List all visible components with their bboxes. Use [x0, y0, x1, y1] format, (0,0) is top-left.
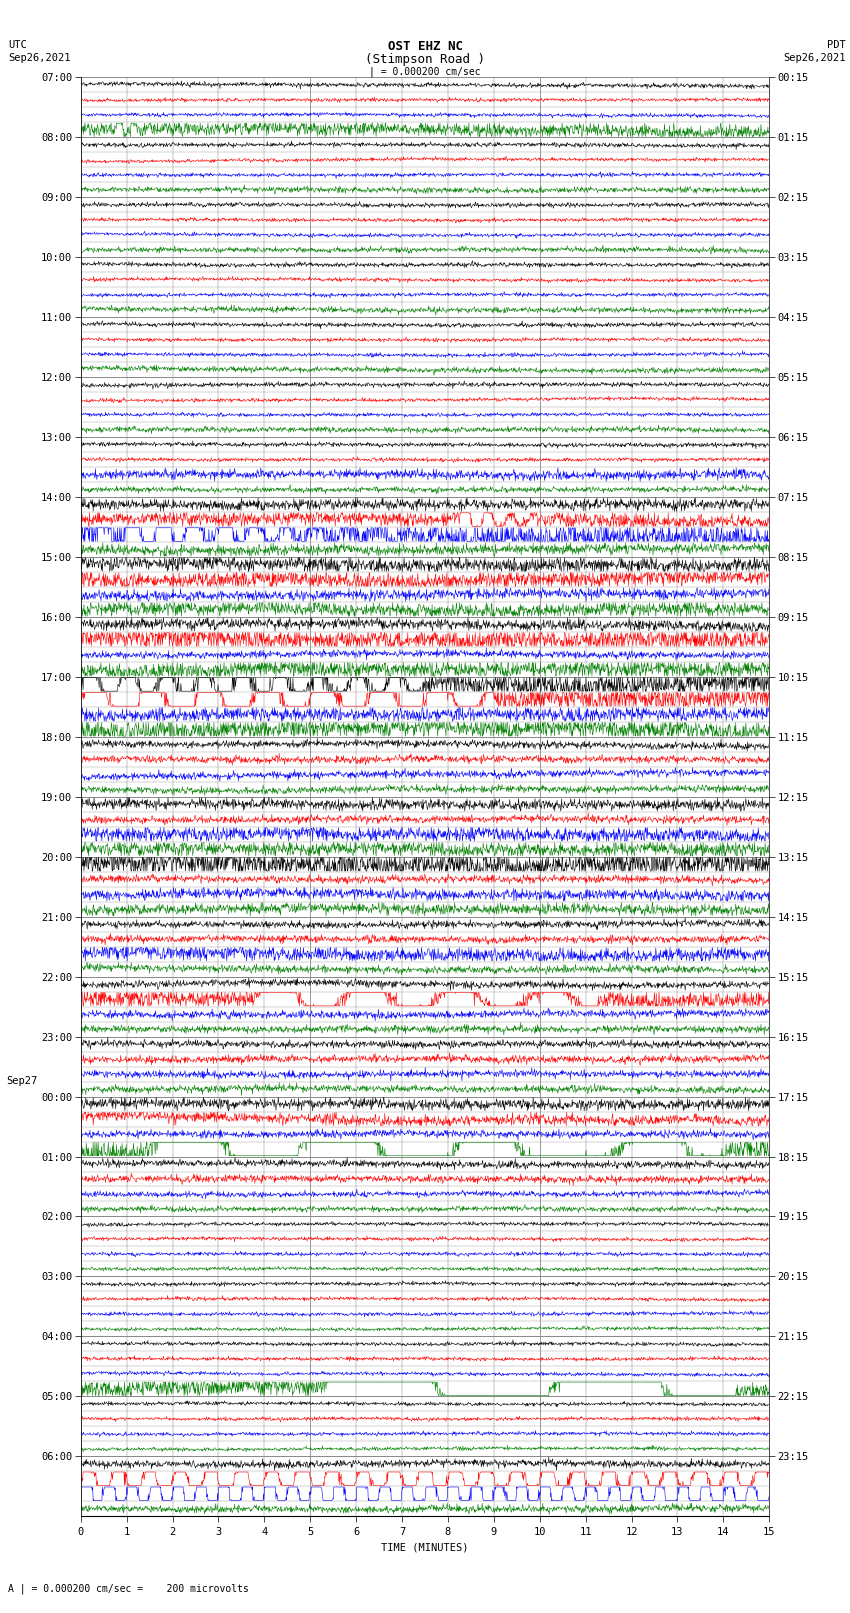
Text: PDT: PDT	[827, 40, 846, 50]
Text: UTC: UTC	[8, 40, 27, 50]
Text: OST EHZ NC: OST EHZ NC	[388, 40, 462, 53]
Text: Sep27: Sep27	[6, 1076, 37, 1086]
Text: Sep26,2021: Sep26,2021	[8, 53, 71, 63]
Text: A | = 0.000200 cm/sec =    200 microvolts: A | = 0.000200 cm/sec = 200 microvolts	[8, 1582, 249, 1594]
Text: (Stimpson Road ): (Stimpson Road )	[365, 53, 485, 66]
Text: Sep26,2021: Sep26,2021	[783, 53, 846, 63]
X-axis label: TIME (MINUTES): TIME (MINUTES)	[382, 1542, 468, 1552]
Text: | = 0.000200 cm/sec: | = 0.000200 cm/sec	[369, 66, 481, 77]
